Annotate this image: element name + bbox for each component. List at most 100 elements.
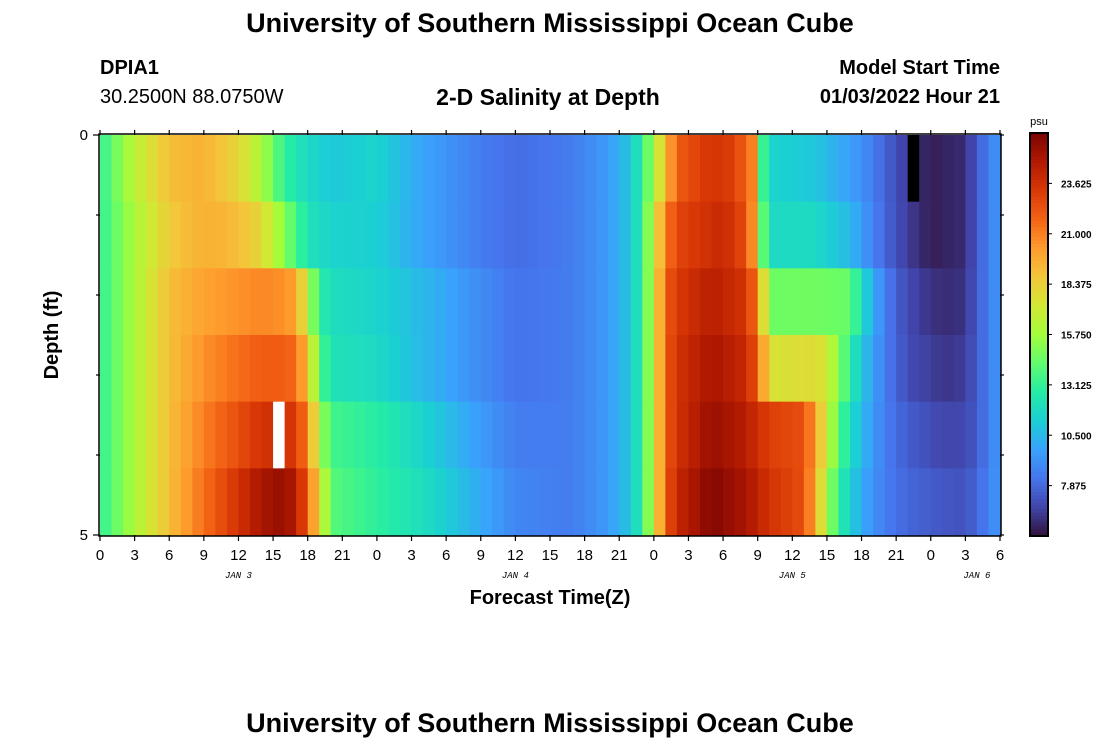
colorbar-segment <box>1030 415 1048 419</box>
heatmap-cell <box>319 468 332 536</box>
heatmap-cell <box>261 468 274 536</box>
heatmap-cell <box>988 401 1001 469</box>
heatmap-cell <box>123 401 136 469</box>
heatmap-cell <box>988 335 1001 403</box>
colorbar-segment <box>1030 515 1048 520</box>
colorbar-segment <box>1030 280 1048 285</box>
colorbar-segment <box>1030 243 1048 248</box>
heatmap-cell <box>619 135 632 203</box>
heatmap-cell <box>111 201 124 269</box>
heatmap-cell <box>884 268 897 336</box>
heatmap-cell <box>873 335 886 403</box>
colorbar-segment <box>1030 220 1048 225</box>
heatmap-cell <box>215 268 228 336</box>
heatmap-cell <box>180 135 193 203</box>
heatmap-cell <box>480 201 493 269</box>
heatmap-cell <box>746 201 759 269</box>
heatmap-cell <box>769 401 782 469</box>
heatmap-cell <box>976 468 990 536</box>
heatmap-cell <box>503 135 516 203</box>
heatmap-cell <box>723 268 736 336</box>
heatmap-cell <box>584 401 597 469</box>
heatmap-cell <box>607 268 620 336</box>
colorbar-segment <box>1030 321 1048 325</box>
heatmap-cell <box>457 135 470 203</box>
heatmap-cell <box>561 268 574 336</box>
colorbar-segment <box>1030 294 1048 299</box>
heatmap-cell <box>538 335 551 403</box>
heatmap-cell <box>884 335 897 403</box>
heatmap-cell <box>700 468 713 536</box>
colorbar-segment <box>1030 472 1048 477</box>
heatmap-cell <box>296 335 309 403</box>
heatmap-cell <box>792 268 805 336</box>
heatmap-cell <box>203 135 216 203</box>
heatmap-cell <box>688 468 701 536</box>
heatmap-cell <box>665 468 678 536</box>
heatmap-cell <box>850 335 863 403</box>
colorbar-segment <box>1030 529 1048 534</box>
heatmap-cell <box>988 135 1001 203</box>
heatmap-cell <box>700 201 713 269</box>
heatmap-cell <box>792 468 805 536</box>
heatmap-cell <box>884 201 897 269</box>
colorbar-segment <box>1030 176 1048 181</box>
heatmap-cell <box>376 401 390 469</box>
heatmap-cell <box>930 135 943 203</box>
heatmap-cell <box>192 335 205 403</box>
heatmap-cell <box>873 401 886 469</box>
heatmap-cell <box>157 468 170 536</box>
heatmap-cell <box>146 135 159 203</box>
colorbar-segment <box>1030 364 1048 369</box>
heatmap-cell <box>376 201 390 269</box>
colorbar-segment <box>1030 394 1048 399</box>
x-tick-label: 0 <box>96 547 104 564</box>
missing-data-cell <box>273 401 285 469</box>
heatmap-cell <box>480 401 493 469</box>
colorbar-segment <box>1030 425 1048 430</box>
x-tick-label: 9 <box>754 547 762 564</box>
footer-title: University of Southern Mississippi Ocean… <box>246 708 854 738</box>
colorbar-segment <box>1030 485 1048 490</box>
colorbar-segment <box>1030 337 1048 342</box>
heatmap-cell <box>180 335 193 403</box>
heatmap-cell <box>457 268 470 336</box>
heatmap-cell <box>769 468 782 536</box>
heatmap-cell <box>261 201 274 269</box>
heatmap-cell <box>203 201 216 269</box>
heatmap-cell <box>400 335 413 403</box>
heatmap-cell <box>250 268 263 336</box>
heatmap-cell <box>376 335 390 403</box>
heatmap-cell <box>123 201 136 269</box>
heatmap-cell <box>861 335 874 403</box>
heatmap-cell <box>538 401 551 469</box>
colorbar-segment <box>1030 378 1048 383</box>
heatmap-cell <box>942 468 955 536</box>
heatmap-cell <box>965 135 978 203</box>
heatmap-cell <box>584 268 597 336</box>
heatmap-cell <box>630 335 643 403</box>
heatmap-cell <box>146 468 159 536</box>
colorbar-segment <box>1030 452 1048 456</box>
heatmap-cell <box>215 335 228 403</box>
heatmap-cell <box>434 135 447 203</box>
heatmap-cell <box>330 401 343 469</box>
colorbar-tick-label: 18.375 <box>1061 280 1092 291</box>
heatmap-cell <box>400 201 413 269</box>
x-tick-label: 6 <box>719 547 727 564</box>
heatmap-cell <box>111 135 124 203</box>
heatmap-cell <box>826 468 840 536</box>
heatmap-cell <box>365 401 378 469</box>
heatmap-cell <box>965 335 978 403</box>
heatmap-cell <box>100 135 113 203</box>
heatmap-cell <box>757 335 770 403</box>
heatmap-cell <box>353 401 366 469</box>
colorbar-segment <box>1030 411 1048 416</box>
heatmap-cell <box>642 268 655 336</box>
colorbar-segment <box>1030 499 1048 503</box>
heatmap-cell <box>746 468 759 536</box>
heatmap-cell <box>688 201 701 269</box>
x-tick-label: 6 <box>996 547 1004 564</box>
colorbar: psu 23.625 21.000 18.375 15.750 13.125 10.500 7… <box>1029 116 1092 537</box>
heatmap-cell <box>919 135 932 203</box>
